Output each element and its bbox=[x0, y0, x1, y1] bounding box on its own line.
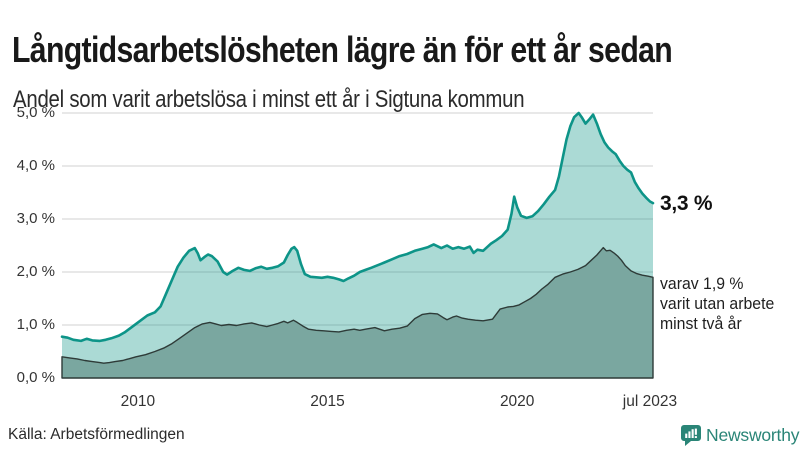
y-tick-label: 0,0 % bbox=[16, 369, 55, 386]
note-line-1: varav 1,9 % bbox=[660, 274, 744, 293]
area-fill-series-2 bbox=[61, 246, 654, 379]
x-tick-label: jul 2023 bbox=[622, 393, 678, 410]
newsworthy-icon bbox=[681, 425, 701, 446]
inner-series-note: varav 1,9 % varit utan arbete minst två … bbox=[660, 274, 774, 334]
x-tick-label: 2020 bbox=[499, 393, 535, 410]
newsworthy-logo-link[interactable]: Newsworthy bbox=[681, 425, 800, 446]
x-tick-label: 2015 bbox=[310, 393, 345, 410]
newsworthy-wordmark: Newsworthy bbox=[706, 425, 800, 445]
source-label: Källa: Arbetsförmedlingen bbox=[8, 426, 185, 443]
x-tick-label: 2010 bbox=[120, 393, 156, 410]
latest-value-label: 3,3 % bbox=[660, 192, 713, 215]
y-tick-label: 1,0 % bbox=[16, 316, 55, 333]
chart-subtitle: Andel som varit arbetslösa i minst ett å… bbox=[13, 86, 525, 113]
note-line-2: varit utan arbete bbox=[660, 294, 775, 313]
y-tick-label: 4,0 % bbox=[16, 157, 55, 174]
chart-title: Långtidsarbetslösheten lägre än för ett … bbox=[12, 29, 673, 71]
note-line-3: minst två år bbox=[660, 314, 742, 333]
y-tick-label: 2,0 % bbox=[16, 263, 55, 280]
y-tick-label: 3,0 % bbox=[16, 210, 55, 227]
y-tick-label: 5,0 % bbox=[16, 104, 55, 121]
area-line-series-1 bbox=[60, 111, 655, 343]
